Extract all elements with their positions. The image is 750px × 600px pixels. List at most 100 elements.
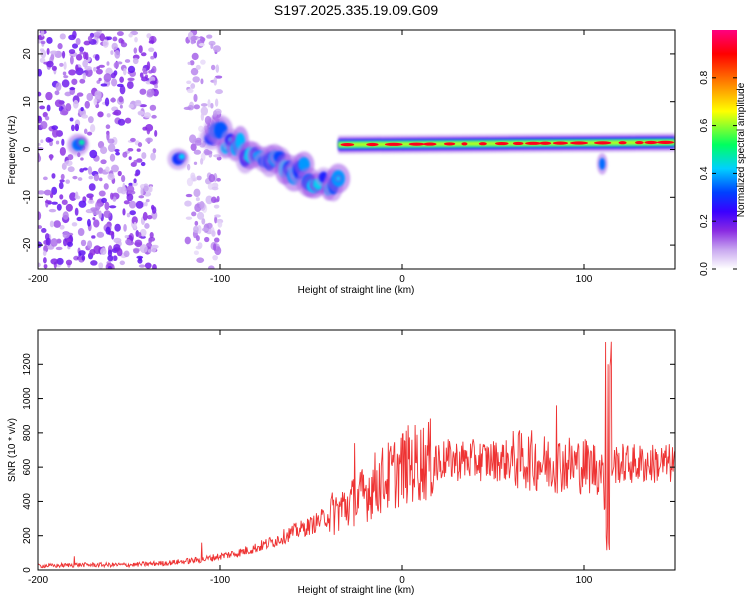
- noise-speckle: [71, 222, 78, 227]
- noise-speckle: [78, 200, 87, 208]
- x-tick-label: 100: [576, 575, 593, 586]
- noise-speckle: [87, 116, 94, 124]
- noise-speckle: [67, 166, 75, 173]
- noise-speckle: [144, 223, 150, 229]
- noise-speckle: [107, 266, 113, 269]
- noise-speckle: [54, 99, 63, 108]
- noise-speckle: [75, 53, 83, 61]
- noise-speckle: [59, 194, 64, 200]
- noise-speckle: [98, 77, 102, 82]
- noise-speckle: [46, 104, 51, 112]
- noise-speckle: [213, 243, 217, 251]
- noise-speckle: [217, 229, 221, 236]
- noise-speckle: [148, 237, 153, 244]
- noise-speckle: [119, 260, 126, 266]
- noise-speckle: [45, 91, 53, 101]
- noise-speckle: [148, 40, 155, 44]
- spectrogram-heatmap: [38, 30, 675, 269]
- noise-speckle: [69, 55, 74, 65]
- x-tick-label: -200: [28, 575, 48, 586]
- noise-speckle: [186, 88, 194, 94]
- noise-speckle: [38, 241, 43, 248]
- noise-speckle: [75, 64, 79, 72]
- noise-speckle: [56, 203, 62, 211]
- noise-speckle: [79, 78, 86, 84]
- noise-speckle: [46, 47, 50, 55]
- noise-speckle: [87, 240, 93, 249]
- noise-speckle: [94, 90, 102, 100]
- carrier-core: [570, 141, 589, 145]
- noise-speckle: [82, 59, 89, 68]
- noise-speckle: [93, 67, 97, 72]
- noise-speckle: [127, 147, 134, 152]
- noise-speckle: [140, 187, 144, 196]
- noise-speckle: [38, 154, 42, 163]
- noise-speckle: [210, 102, 214, 109]
- noise-speckle: [108, 205, 117, 209]
- noise-speckle: [128, 156, 132, 161]
- noise-speckle: [96, 80, 101, 84]
- noise-speckle: [189, 134, 197, 144]
- noise-speckle: [105, 226, 111, 235]
- noise-speckle: [76, 92, 84, 97]
- noise-speckle: [213, 154, 221, 158]
- noise-speckle: [45, 237, 51, 246]
- noise-speckle: [60, 173, 65, 180]
- noise-speckle: [119, 104, 123, 109]
- noise-speckle: [144, 262, 152, 269]
- track-core: [336, 176, 341, 181]
- noise-speckle: [195, 235, 200, 242]
- noise-speckle: [104, 97, 110, 107]
- noise-speckle: [38, 142, 41, 147]
- noise-speckle: [142, 70, 148, 75]
- noise-speckle: [139, 88, 147, 95]
- noise-speckle: [110, 97, 117, 103]
- noise-speckle: [153, 51, 158, 59]
- noise-speckle: [98, 262, 104, 269]
- y-tick-label: 600: [22, 458, 33, 475]
- colorbar-tick-label: 0.4: [699, 166, 710, 180]
- carrier-core: [635, 140, 644, 145]
- noise-speckle: [111, 78, 118, 87]
- carrier-core: [512, 141, 524, 146]
- x-tick-label: -100: [210, 575, 230, 586]
- noise-speckle: [123, 250, 130, 258]
- noise-speckle: [141, 76, 148, 82]
- noise-speckle: [132, 181, 138, 187]
- noise-speckle: [184, 236, 191, 245]
- noise-speckle: [130, 137, 136, 142]
- noise-speckle: [193, 149, 202, 155]
- noise-speckle: [67, 241, 73, 247]
- noise-speckle: [196, 175, 202, 181]
- noise-speckle: [62, 71, 67, 76]
- noise-speckle: [85, 68, 93, 77]
- carrier-core: [384, 142, 403, 146]
- noise-speckle: [138, 45, 143, 54]
- noise-speckle: [86, 208, 92, 213]
- noise-speckle: [67, 154, 74, 161]
- noise-speckle: [68, 49, 76, 55]
- noise-speckle: [38, 262, 41, 268]
- noise-speckle: [213, 237, 220, 243]
- noise-speckle: [206, 34, 213, 39]
- noise-speckle: [200, 112, 205, 121]
- noise-speckle: [38, 225, 43, 229]
- noise-speckle: [64, 160, 73, 167]
- noise-speckle: [124, 59, 131, 63]
- noise-speckle: [77, 228, 85, 237]
- noise-speckle: [198, 125, 204, 132]
- noise-speckle: [208, 174, 216, 183]
- noise-speckle: [89, 149, 98, 159]
- noise-speckle: [208, 40, 216, 46]
- noise-speckle: [127, 65, 136, 74]
- noise-speckle: [105, 124, 111, 130]
- noise-speckle: [191, 211, 197, 217]
- noise-speckle: [106, 61, 110, 66]
- noise-speckle: [185, 193, 193, 198]
- spectrogram-x-label: Height of straight line (km): [298, 285, 415, 296]
- noise-speckle: [100, 247, 107, 256]
- noise-speckle: [107, 249, 113, 257]
- noise-speckle: [143, 185, 149, 192]
- carrier-core: [594, 141, 612, 145]
